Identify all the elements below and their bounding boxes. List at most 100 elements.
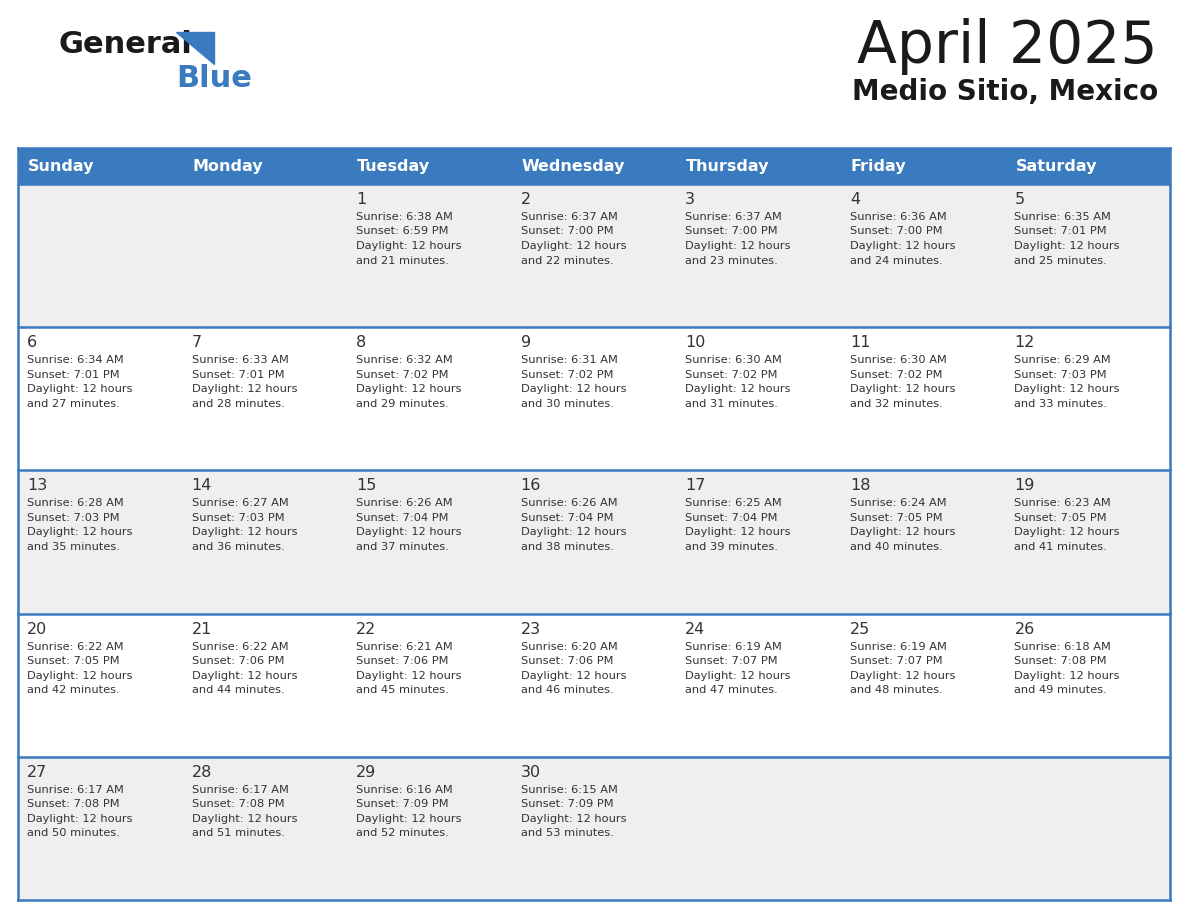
Text: and 39 minutes.: and 39 minutes. bbox=[685, 542, 778, 552]
Text: Sunset: 7:02 PM: Sunset: 7:02 PM bbox=[356, 370, 449, 380]
Text: Sunset: 7:02 PM: Sunset: 7:02 PM bbox=[520, 370, 613, 380]
Text: 12: 12 bbox=[1015, 335, 1035, 350]
Text: Sunrise: 6:35 AM: Sunrise: 6:35 AM bbox=[1015, 212, 1111, 222]
Text: Daylight: 12 hours: Daylight: 12 hours bbox=[356, 528, 462, 537]
Text: Daylight: 12 hours: Daylight: 12 hours bbox=[520, 241, 626, 251]
Text: Sunset: 7:03 PM: Sunset: 7:03 PM bbox=[191, 513, 284, 523]
Text: Sunrise: 6:24 AM: Sunrise: 6:24 AM bbox=[849, 498, 947, 509]
Text: Sunrise: 6:19 AM: Sunrise: 6:19 AM bbox=[685, 642, 782, 652]
Text: Daylight: 12 hours: Daylight: 12 hours bbox=[1015, 241, 1120, 251]
Text: Sunset: 6:59 PM: Sunset: 6:59 PM bbox=[356, 227, 449, 237]
Text: 17: 17 bbox=[685, 478, 706, 493]
Text: Sunrise: 6:22 AM: Sunrise: 6:22 AM bbox=[191, 642, 289, 652]
Text: Daylight: 12 hours: Daylight: 12 hours bbox=[849, 241, 955, 251]
Text: 6: 6 bbox=[27, 335, 37, 350]
Text: 20: 20 bbox=[27, 621, 48, 636]
Text: and 49 minutes.: and 49 minutes. bbox=[1015, 685, 1107, 695]
Text: Sunset: 7:01 PM: Sunset: 7:01 PM bbox=[1015, 227, 1107, 237]
Text: and 42 minutes.: and 42 minutes. bbox=[27, 685, 120, 695]
Text: Sunset: 7:08 PM: Sunset: 7:08 PM bbox=[191, 800, 284, 810]
Polygon shape bbox=[176, 32, 214, 64]
Text: Wednesday: Wednesday bbox=[522, 159, 625, 174]
Text: Daylight: 12 hours: Daylight: 12 hours bbox=[27, 671, 133, 680]
Text: and 52 minutes.: and 52 minutes. bbox=[356, 828, 449, 838]
Text: Sunset: 7:07 PM: Sunset: 7:07 PM bbox=[685, 656, 778, 666]
Text: Sunrise: 6:15 AM: Sunrise: 6:15 AM bbox=[520, 785, 618, 795]
Text: Sunrise: 6:37 AM: Sunrise: 6:37 AM bbox=[685, 212, 782, 222]
Text: Sunrise: 6:22 AM: Sunrise: 6:22 AM bbox=[27, 642, 124, 652]
Text: Sunrise: 6:33 AM: Sunrise: 6:33 AM bbox=[191, 355, 289, 365]
Text: Sunrise: 6:36 AM: Sunrise: 6:36 AM bbox=[849, 212, 947, 222]
Text: Sunrise: 6:38 AM: Sunrise: 6:38 AM bbox=[356, 212, 453, 222]
Text: Daylight: 12 hours: Daylight: 12 hours bbox=[356, 671, 462, 680]
Text: Daylight: 12 hours: Daylight: 12 hours bbox=[27, 528, 133, 537]
Text: 14: 14 bbox=[191, 478, 211, 493]
Text: Blue: Blue bbox=[176, 64, 252, 93]
Text: and 28 minutes.: and 28 minutes. bbox=[191, 398, 284, 409]
Text: 13: 13 bbox=[27, 478, 48, 493]
Text: Sunrise: 6:19 AM: Sunrise: 6:19 AM bbox=[849, 642, 947, 652]
Text: and 48 minutes.: and 48 minutes. bbox=[849, 685, 942, 695]
Text: and 23 minutes.: and 23 minutes. bbox=[685, 255, 778, 265]
Text: 11: 11 bbox=[849, 335, 871, 350]
Text: Sunrise: 6:30 AM: Sunrise: 6:30 AM bbox=[849, 355, 947, 365]
Text: 28: 28 bbox=[191, 765, 211, 779]
Text: 4: 4 bbox=[849, 192, 860, 207]
Text: Sunset: 7:09 PM: Sunset: 7:09 PM bbox=[520, 800, 613, 810]
Text: General: General bbox=[58, 30, 192, 59]
Text: Sunrise: 6:23 AM: Sunrise: 6:23 AM bbox=[1015, 498, 1111, 509]
Text: Daylight: 12 hours: Daylight: 12 hours bbox=[191, 385, 297, 394]
Text: Daylight: 12 hours: Daylight: 12 hours bbox=[849, 671, 955, 680]
Text: 24: 24 bbox=[685, 621, 706, 636]
Text: Sunrise: 6:26 AM: Sunrise: 6:26 AM bbox=[356, 498, 453, 509]
Text: and 51 minutes.: and 51 minutes. bbox=[191, 828, 284, 838]
Text: and 24 minutes.: and 24 minutes. bbox=[849, 255, 942, 265]
Text: 29: 29 bbox=[356, 765, 377, 779]
Text: and 30 minutes.: and 30 minutes. bbox=[520, 398, 613, 409]
Text: Sunrise: 6:30 AM: Sunrise: 6:30 AM bbox=[685, 355, 782, 365]
Text: Daylight: 12 hours: Daylight: 12 hours bbox=[520, 528, 626, 537]
Text: Sunset: 7:00 PM: Sunset: 7:00 PM bbox=[849, 227, 942, 237]
Bar bbox=[18, 756, 1170, 900]
Text: Thursday: Thursday bbox=[687, 159, 770, 174]
Text: Daylight: 12 hours: Daylight: 12 hours bbox=[685, 385, 791, 394]
Text: 21: 21 bbox=[191, 621, 211, 636]
Text: and 38 minutes.: and 38 minutes. bbox=[520, 542, 613, 552]
Text: Sunset: 7:02 PM: Sunset: 7:02 PM bbox=[685, 370, 778, 380]
Text: Sunrise: 6:20 AM: Sunrise: 6:20 AM bbox=[520, 642, 618, 652]
Text: Friday: Friday bbox=[851, 159, 906, 174]
Text: 30: 30 bbox=[520, 765, 541, 779]
Text: Sunset: 7:06 PM: Sunset: 7:06 PM bbox=[191, 656, 284, 666]
Text: 1: 1 bbox=[356, 192, 366, 207]
Text: Sunset: 7:04 PM: Sunset: 7:04 PM bbox=[356, 513, 449, 523]
Text: Sunset: 7:04 PM: Sunset: 7:04 PM bbox=[685, 513, 778, 523]
Text: and 47 minutes.: and 47 minutes. bbox=[685, 685, 778, 695]
Text: Sunrise: 6:27 AM: Sunrise: 6:27 AM bbox=[191, 498, 289, 509]
Text: Sunset: 7:08 PM: Sunset: 7:08 PM bbox=[1015, 656, 1107, 666]
Text: 26: 26 bbox=[1015, 621, 1035, 636]
Text: Sunset: 7:03 PM: Sunset: 7:03 PM bbox=[27, 513, 120, 523]
Bar bbox=[18, 327, 1170, 470]
Text: Sunset: 7:05 PM: Sunset: 7:05 PM bbox=[849, 513, 942, 523]
Text: 10: 10 bbox=[685, 335, 706, 350]
Text: Daylight: 12 hours: Daylight: 12 hours bbox=[191, 813, 297, 823]
Bar bbox=[18, 470, 1170, 613]
Text: Daylight: 12 hours: Daylight: 12 hours bbox=[685, 241, 791, 251]
Text: Sunrise: 6:18 AM: Sunrise: 6:18 AM bbox=[1015, 642, 1111, 652]
Text: 25: 25 bbox=[849, 621, 870, 636]
Text: Sunset: 7:01 PM: Sunset: 7:01 PM bbox=[27, 370, 120, 380]
Text: and 46 minutes.: and 46 minutes. bbox=[520, 685, 613, 695]
Text: 7: 7 bbox=[191, 335, 202, 350]
Text: 8: 8 bbox=[356, 335, 366, 350]
Text: Daylight: 12 hours: Daylight: 12 hours bbox=[849, 528, 955, 537]
Text: 19: 19 bbox=[1015, 478, 1035, 493]
Text: Sunday: Sunday bbox=[29, 159, 95, 174]
Text: Sunset: 7:06 PM: Sunset: 7:06 PM bbox=[356, 656, 449, 666]
Text: and 45 minutes.: and 45 minutes. bbox=[356, 685, 449, 695]
Text: Daylight: 12 hours: Daylight: 12 hours bbox=[356, 385, 462, 394]
Text: Daylight: 12 hours: Daylight: 12 hours bbox=[27, 385, 133, 394]
Text: Sunrise: 6:26 AM: Sunrise: 6:26 AM bbox=[520, 498, 618, 509]
Text: Sunset: 7:00 PM: Sunset: 7:00 PM bbox=[520, 227, 613, 237]
Text: Sunrise: 6:34 AM: Sunrise: 6:34 AM bbox=[27, 355, 124, 365]
Text: and 33 minutes.: and 33 minutes. bbox=[1015, 398, 1107, 409]
